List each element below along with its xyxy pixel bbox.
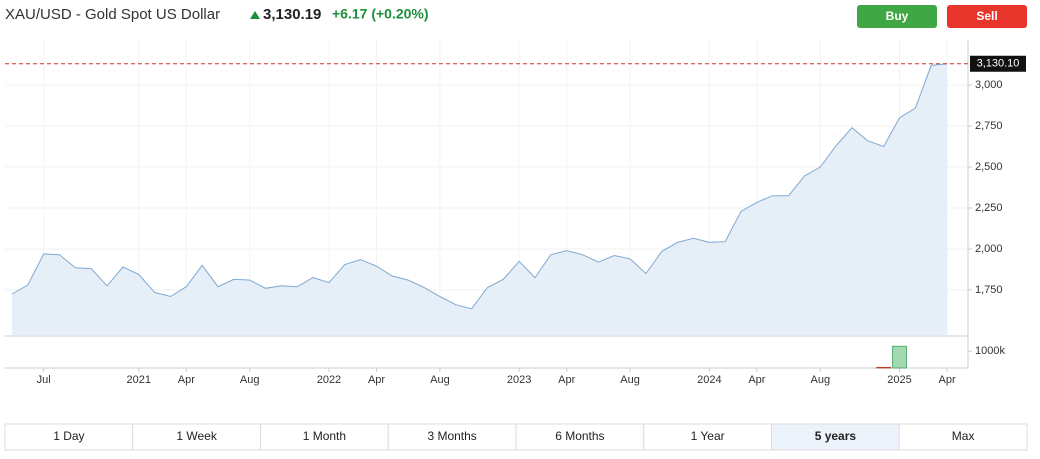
x-tick-label: Jul (37, 374, 51, 386)
y-tick-label: 2,500 (975, 161, 1003, 173)
x-tick-label: 2022 (317, 374, 341, 386)
volume-bar (876, 366, 892, 369)
range-tab-label[interactable]: 1 Year (691, 429, 725, 443)
area (12, 63, 948, 336)
title: XAU/USD - Gold Spot US Dollar (5, 6, 220, 23)
range-tab[interactable] (132, 423, 261, 451)
price-line (11, 63, 948, 310)
x-tick-label: Apr (558, 374, 575, 386)
price: 3,130.19 (263, 6, 321, 23)
buy-label[interactable]: Buy (886, 9, 909, 23)
range-tab[interactable] (4, 423, 134, 451)
x-tick-label: Apr (748, 374, 765, 386)
x-tick-label: Apr (939, 374, 956, 386)
y-tick-label: 2,750 (975, 120, 1003, 132)
x-tick-label: 2023 (507, 374, 531, 386)
range-tab-label[interactable]: 6 Months (555, 429, 604, 443)
x-tick-label: 2024 (697, 374, 721, 386)
last-price-label: 3,130.10 (977, 58, 1020, 70)
volume-bar (892, 345, 907, 369)
range-tab[interactable] (771, 423, 900, 451)
range-tab-label[interactable]: 1 Week (176, 429, 217, 443)
x-tick-label: Aug (240, 374, 260, 386)
range-tab-label[interactable]: 1 Day (53, 429, 84, 443)
volume-tick-label: 1000k (975, 345, 1005, 357)
sell-button[interactable] (947, 5, 1027, 28)
up-arrow (250, 11, 260, 19)
x-tick-label: Aug (430, 374, 450, 386)
range-tab[interactable] (643, 423, 772, 451)
x-tick-label: 2025 (887, 374, 911, 386)
range-tab-label[interactable]: Max (952, 429, 975, 443)
x-tick-label: Aug (620, 374, 640, 386)
sell-label[interactable]: Sell (976, 9, 997, 23)
x-tick-label: Apr (178, 374, 195, 386)
y-tick-label: 2,250 (975, 202, 1003, 214)
y-tick-label: 3,000 (975, 79, 1003, 91)
last-price-box (970, 55, 1026, 72)
range-tab-label[interactable]: 1 Month (303, 429, 346, 443)
x-tick-label: Aug (810, 374, 830, 386)
range-tab-label[interactable]: 5 years (815, 429, 857, 443)
range-tab[interactable] (515, 423, 645, 451)
range-tab-label[interactable]: 3 Months (427, 429, 476, 443)
buy-button[interactable] (857, 5, 937, 28)
range-tab[interactable] (898, 423, 1028, 451)
change: +6.17 (+0.20%) (332, 6, 429, 22)
range-tab[interactable] (260, 423, 389, 451)
y-tick-label: 1,750 (975, 284, 1003, 296)
x-tick-label: 2021 (127, 374, 151, 386)
x-tick-label: Apr (368, 374, 385, 386)
y-tick-label: 2,000 (975, 243, 1003, 255)
